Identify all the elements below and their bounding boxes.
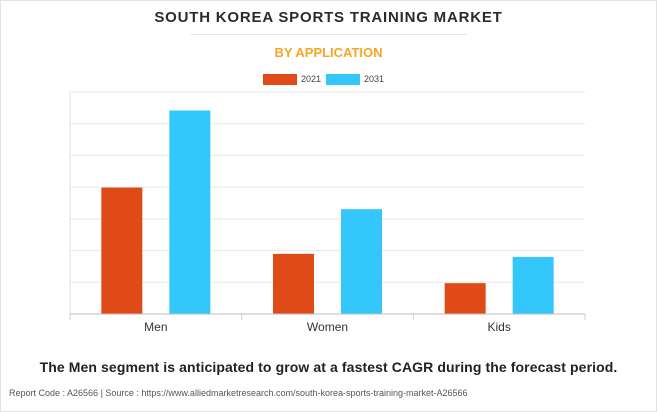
bar-kids-2031 (512, 256, 554, 314)
x-tick-label: Kids (487, 320, 510, 334)
bar-women-2031 (341, 209, 382, 314)
title-divider (190, 34, 467, 35)
report-footer: Report Code : A26566 | Source : https://… (9, 388, 468, 398)
legend-swatch-2021 (263, 74, 297, 85)
legend-label-2031: 2031 (364, 74, 385, 84)
chart-legend: 2021 2031 (0, 73, 657, 87)
insight-text: The Men segment is anticipated to grow a… (39, 359, 618, 375)
chart-subtitle: BY APPLICATION (274, 45, 383, 60)
chart-title: SOUTH KOREA SPORTS TRAINING MARKET (154, 9, 503, 26)
x-tick-label: Women (307, 320, 348, 334)
bar-men-2031 (169, 110, 211, 314)
legend-swatch-2031 (326, 74, 360, 85)
legend-label-2021: 2021 (301, 74, 322, 84)
x-tick-label: Men (144, 320, 167, 334)
bar-women-2021 (273, 253, 314, 314)
bar-men-2021 (101, 187, 143, 314)
bar-kids-2021 (444, 283, 486, 314)
